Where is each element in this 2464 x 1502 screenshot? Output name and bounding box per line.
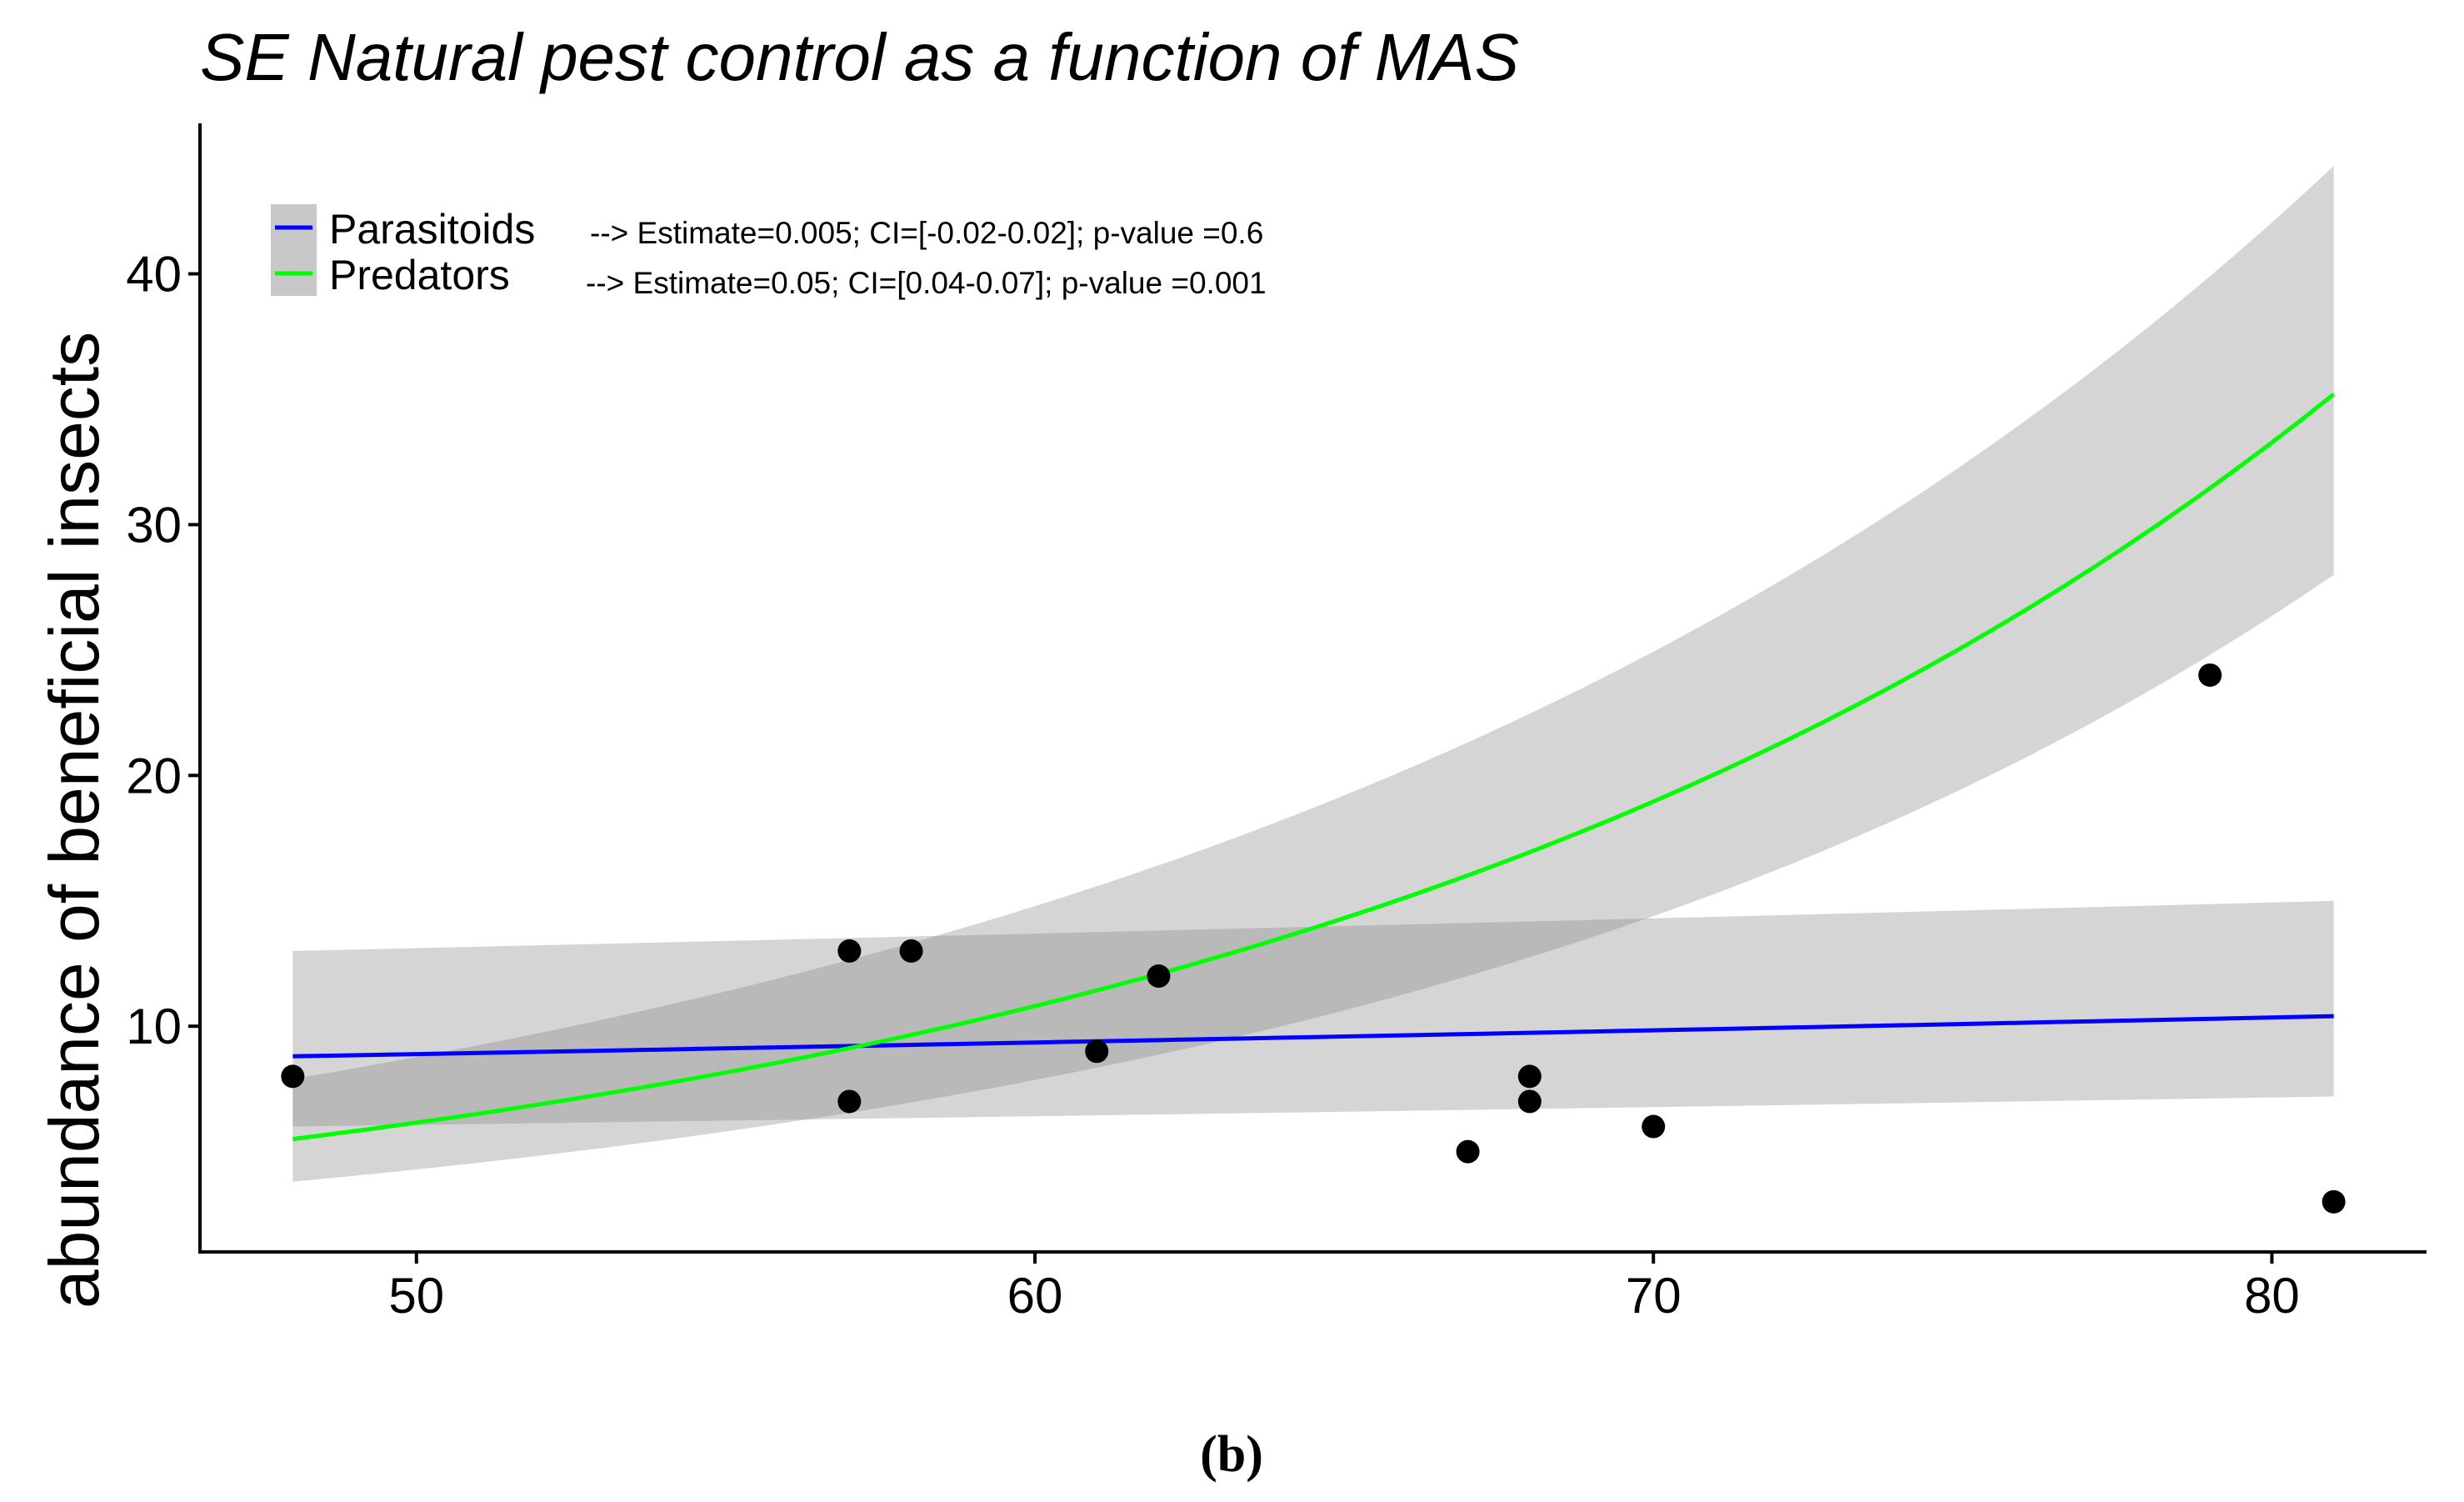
data-point bbox=[837, 1089, 862, 1114]
legend-label-predators: Predators bbox=[329, 252, 510, 298]
confidence-ribbons bbox=[292, 166, 2334, 1182]
y-tick-label: 10 bbox=[126, 999, 182, 1054]
data-point bbox=[1147, 964, 1171, 989]
y-tick-label: 30 bbox=[126, 497, 182, 553]
data-point bbox=[1456, 1139, 1480, 1164]
data-point bbox=[1517, 1089, 1542, 1114]
x-tick-label: 80 bbox=[2244, 1268, 2300, 1324]
y-tick-label: 40 bbox=[126, 247, 182, 303]
fit-lines bbox=[292, 392, 2336, 1142]
x-tick-label: 70 bbox=[1626, 1268, 1682, 1324]
legend-note-parasitoids: --> Estimate=0.005; CI=[-0.02-0.02]; p-v… bbox=[590, 216, 1263, 250]
data-point bbox=[1085, 1039, 1109, 1064]
data-points bbox=[281, 663, 2346, 1214]
data-point bbox=[837, 939, 862, 963]
ci-ribbon-predators bbox=[292, 166, 2334, 1182]
y-tick-label: 20 bbox=[126, 748, 182, 804]
x-tick-label: 50 bbox=[388, 1268, 444, 1324]
legend: Parasitoids Predators --> Estimate=0.005… bbox=[271, 204, 1267, 300]
data-point bbox=[281, 1064, 305, 1089]
data-point bbox=[899, 939, 923, 963]
legend-label-parasitoids: Parasitoids bbox=[329, 206, 535, 253]
y-axis-ticks: 10 20 30 40 bbox=[126, 247, 200, 1054]
data-point bbox=[2322, 1189, 2346, 1214]
data-point bbox=[1517, 1064, 1542, 1089]
ci-ribbon-parasitoids bbox=[292, 900, 2334, 1127]
fit-line-predators bbox=[292, 392, 2336, 1142]
figure-caption: (b) bbox=[1200, 1426, 1263, 1483]
fit-line-parasitoids bbox=[292, 1014, 2334, 1059]
legend-note-predators: --> Estimate=0.05; CI=[0.04-0.07]; p-val… bbox=[586, 266, 1267, 300]
y-axis-label: abundance of beneficial insects bbox=[35, 332, 113, 1309]
x-tick-label: 60 bbox=[1007, 1268, 1063, 1324]
chart-title: SE Natural pest control as a function of… bbox=[200, 20, 1519, 94]
data-point bbox=[2198, 663, 2222, 687]
x-axis-ticks: 50 60 70 80 bbox=[388, 1252, 2300, 1324]
data-point bbox=[1642, 1114, 1666, 1139]
